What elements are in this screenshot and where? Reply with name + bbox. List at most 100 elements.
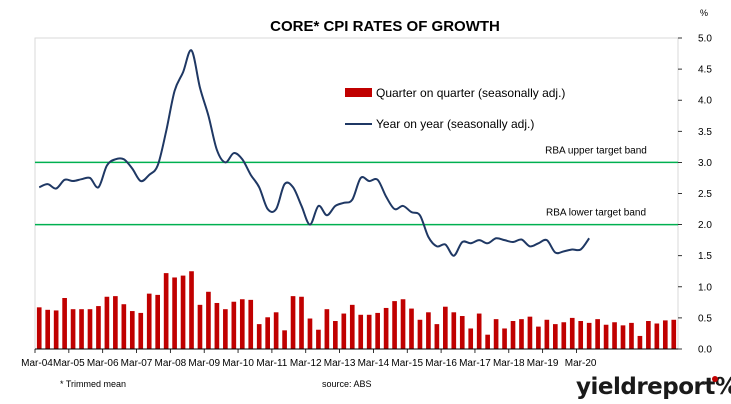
x-tick-label-1: Mar-05 [53,358,85,369]
bar-0 [36,307,42,349]
bar-1 [45,309,51,349]
bar-14 [155,294,160,349]
bar-17 [180,275,186,349]
legend-swatch-bar [345,88,372,97]
x-tick-label-11: Mar-15 [391,358,423,369]
x-tick-label-2: Mar-06 [87,358,119,369]
x-tick-label-5: Mar-09 [188,358,220,369]
bar-51 [468,328,474,349]
bar-26 [256,324,262,349]
bar-42 [392,301,397,349]
bar-25 [248,299,254,349]
bar-36 [341,313,347,349]
x-tick-label-14: Mar-18 [493,358,525,369]
bar-16 [172,277,177,349]
source-note: source: ABS [322,379,372,389]
bar-5 [79,309,84,349]
y-tick-label-0: 0.0 [698,345,712,356]
bar-31 [299,296,304,349]
reference-line-label-1: RBA lower target band [546,208,646,219]
x-tick-label-8: Mar-12 [290,358,322,369]
bar-12 [138,312,144,349]
bar-72 [646,321,651,349]
y-tick-label-7: 3.5 [698,127,712,138]
bar-68 [612,322,617,349]
bar-48 [443,306,448,349]
y-axis: 0.0 0.5 1.0 1.5 2.0 2.5 3.0 3.5 4.0 4.5 5.0 [678,34,712,356]
bar-34 [324,309,330,349]
bar-65 [586,322,592,349]
line-series [38,49,590,257]
bar-59 [536,326,541,349]
y-tick-label-9: 4.5 [698,65,712,76]
x-tick-label-3: Mar-07 [121,358,153,369]
bar-20 [206,291,211,349]
bar-38 [358,314,364,349]
bar-23 [231,301,237,349]
brand-percent: % [715,374,731,400]
bar-10 [121,304,127,349]
line-path [38,49,590,257]
bar-7 [96,306,101,349]
bar-series [36,271,677,349]
bar-6 [87,309,93,349]
x-tick-label-16: Mar-20 [565,358,597,369]
bar-33 [316,329,321,349]
bar-47 [434,324,440,349]
bar-52 [476,313,482,349]
bar-40 [375,312,380,349]
bar-61 [553,324,558,349]
bar-35 [333,321,338,349]
brand-name: yieldreport [576,374,715,400]
legend-label-line: Year on year (seasonally adj.) [376,117,534,131]
bar-3 [62,298,67,349]
bar-21 [214,302,220,349]
bar-18 [189,271,194,349]
bar-30 [290,296,296,349]
bar-29 [282,330,287,349]
x-tick-label-6: Mar-10 [222,358,254,369]
bar-67 [603,324,609,349]
bar-69 [620,325,626,349]
bar-27 [265,317,270,349]
bar-28 [273,312,279,349]
bar-39 [366,314,372,349]
bar-11 [129,311,135,349]
bar-64 [578,321,584,349]
x-tick-label-13: Mar-17 [459,358,491,369]
x-tick-label-7: Mar-11 [256,358,287,369]
brand-logo: yieldreport% [576,374,731,400]
bar-22 [223,309,228,349]
bar-71 [637,335,643,349]
bar-24 [239,299,245,349]
footnote: * Trimmed mean [60,379,127,389]
reference-line-label-0: RBA upper target band [545,145,647,156]
legend: Quarter on quarter (seasonally adj.) Yea… [345,86,565,131]
bar-58 [527,316,533,349]
bar-55 [502,328,507,349]
y-tick-label-4: 2.0 [698,220,712,231]
bar-62 [561,322,567,349]
bar-4 [70,309,76,349]
bar-2 [53,310,59,349]
bar-45 [417,319,423,349]
y-tick-label-8: 4.0 [698,96,712,107]
x-tick-label-9: Mar-13 [324,358,356,369]
bar-9 [113,296,118,349]
bar-15 [163,273,169,349]
reference-lines: RBA upper target band RBA lower target ba… [35,145,678,226]
x-tick-label-15: Mar-19 [527,358,559,369]
bar-70 [629,322,634,349]
bar-54 [493,319,499,349]
bar-60 [544,319,550,349]
y-tick-label-6: 3.0 [698,158,712,169]
chart-title: CORE* CPI RATES OF GROWTH [270,18,500,35]
y-tick-label-2: 1.0 [698,282,712,293]
bar-73 [654,323,660,349]
y-axis-unit: % [700,8,708,18]
bar-13 [146,293,152,349]
bar-32 [307,318,313,349]
x-tick-label-0: Mar-04 [21,358,53,369]
bar-74 [662,320,668,349]
